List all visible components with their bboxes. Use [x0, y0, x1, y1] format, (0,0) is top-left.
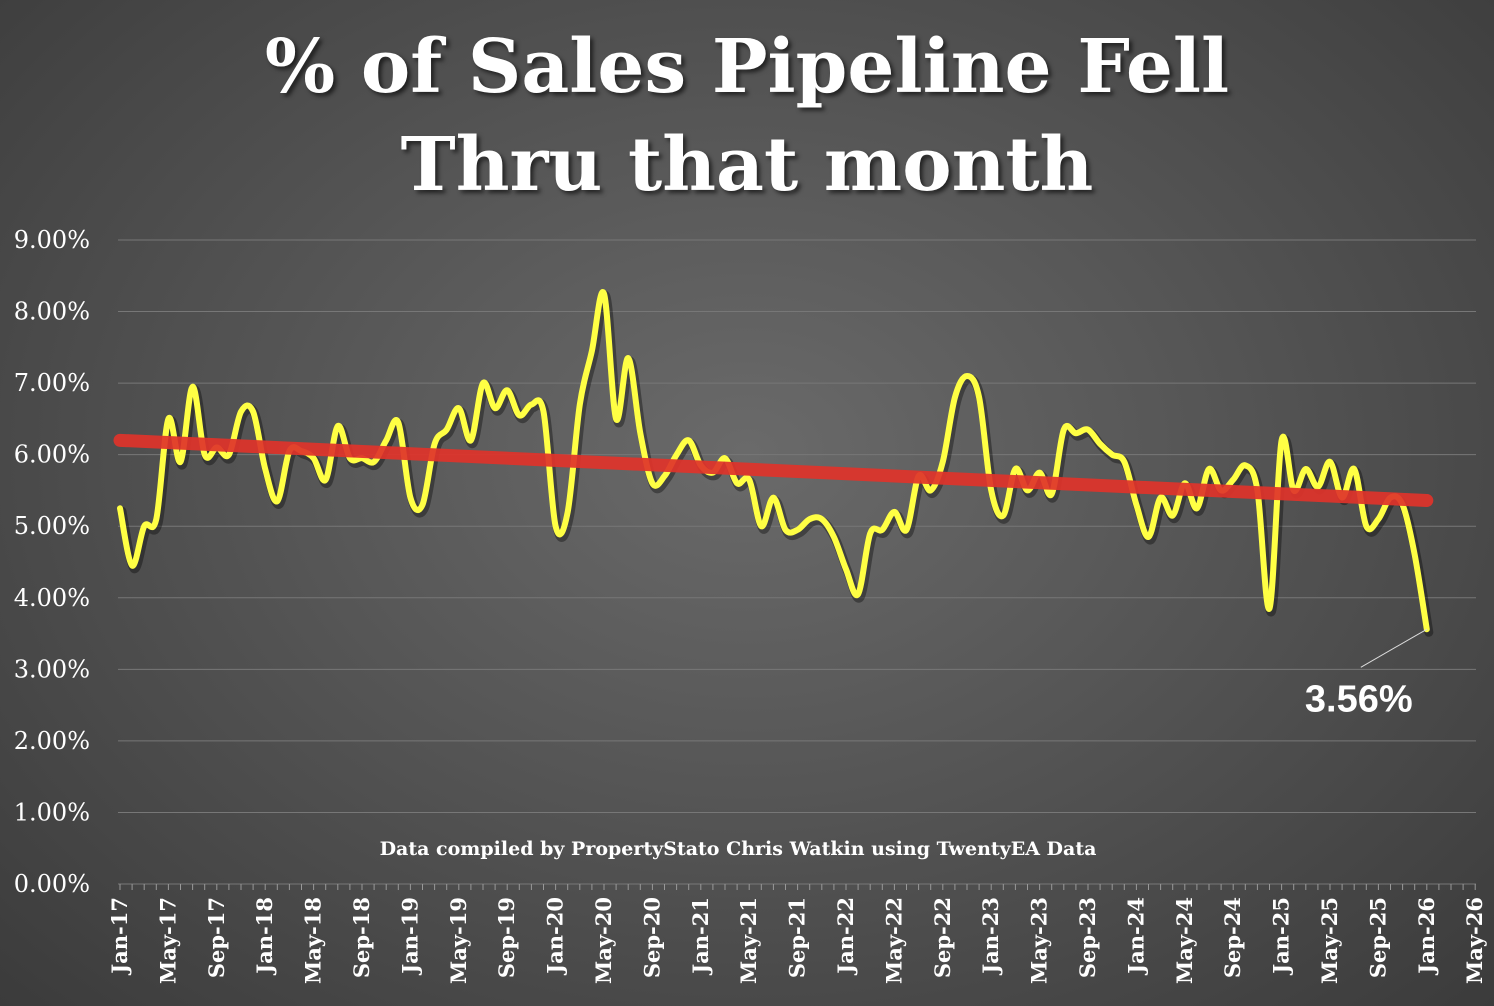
x-tick-label: Jan-23 — [978, 897, 1003, 976]
x-tick-label: Sep-17 — [204, 897, 229, 978]
x-tick-label: May-21 — [736, 897, 761, 984]
y-tick-label: 1.00% — [14, 798, 90, 826]
x-tick-label: May-26 — [1462, 897, 1487, 984]
x-tick-label: May-20 — [591, 897, 616, 984]
x-tick-label: May-18 — [301, 897, 326, 984]
chart-title: % of Sales Pipeline Fell Thru that month — [0, 18, 1494, 214]
x-tick-label: Sep-18 — [349, 897, 374, 978]
x-tick-label: Jan-22 — [833, 897, 858, 976]
x-tick-label: Sep-22 — [930, 897, 955, 978]
x-tick-label: Sep-20 — [639, 897, 664, 978]
x-tick-label: Jan-21 — [688, 897, 713, 976]
y-tick-label: 7.00% — [14, 369, 90, 397]
series-line — [117, 289, 1430, 633]
x-tick-label: May-19 — [446, 897, 471, 984]
y-tick-label: 5.00% — [14, 512, 90, 540]
y-tick-label: 3.00% — [14, 655, 90, 683]
x-tick-label: Jan-19 — [397, 897, 422, 976]
x-tick-label: Jan-24 — [1123, 897, 1148, 976]
y-axis: 0.00% 1.00% 2.00% 3.00% 4.00% 5.00% 6.00% 7.00%… — [14, 226, 90, 898]
y-tick-label: 6.00% — [14, 441, 90, 469]
x-tick-label: Jan-26 — [1414, 897, 1439, 976]
y-tick-label: 4.00% — [14, 584, 90, 612]
y-tick-label: 2.00% — [14, 727, 90, 755]
x-tick-label: May-25 — [1317, 897, 1342, 984]
x-tick-label: Sep-23 — [1075, 897, 1100, 978]
y-tick-label: 9.00% — [14, 226, 90, 254]
x-tick-label: Sep-19 — [494, 897, 519, 978]
x-axis: Jan-17 May-17 Sep-17 Jan-18 May-18 Sep-18 Jan-… — [107, 883, 1487, 984]
x-tick-label: Jan-20 — [543, 897, 568, 976]
x-tick-label: Jan-18 — [252, 897, 277, 976]
chart-title-line-2: Thru that month — [400, 122, 1094, 208]
x-tick-label: May-23 — [1027, 897, 1052, 984]
x-tick-label: May-17 — [155, 897, 180, 984]
trend-layer — [113, 433, 1434, 507]
x-tick-label: Sep-24 — [1220, 897, 1245, 978]
x-tick-label: May-22 — [881, 897, 906, 984]
trend-line — [113, 433, 1434, 507]
x-tick-label: Sep-25 — [1365, 897, 1390, 978]
gridlines — [118, 239, 1476, 885]
y-tick-label: 0.00% — [14, 870, 90, 898]
series-layer — [117, 289, 1434, 637]
x-tick-label: Jan-17 — [107, 897, 132, 976]
x-tick-label: Jan-25 — [1269, 897, 1294, 976]
y-tick-label: 8.00% — [14, 298, 90, 326]
last-value-annotation: 3.56% — [1305, 678, 1413, 720]
x-tick-label: May-24 — [1172, 897, 1197, 984]
x-tick-label: Sep-21 — [785, 897, 810, 978]
annotation-layer: 3.56% — [1305, 628, 1428, 720]
chart-title-line-1: % of Sales Pipeline Fell — [264, 24, 1230, 110]
annotation-leader-line — [1360, 628, 1428, 668]
source-note: Data compiled by PropertyStato Chris Wat… — [380, 838, 1097, 860]
